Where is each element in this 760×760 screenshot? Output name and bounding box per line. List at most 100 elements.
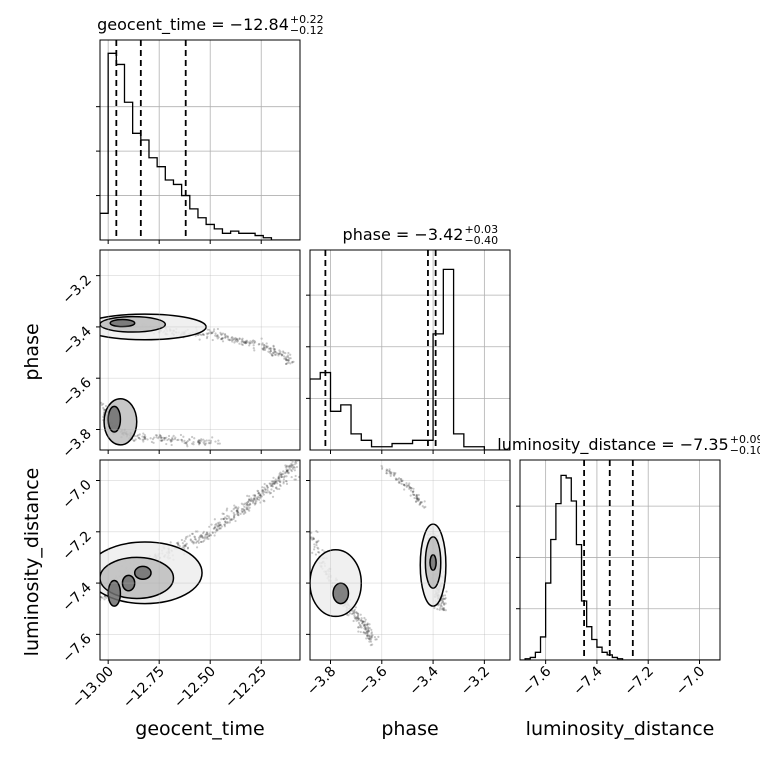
y-tick-label: −7.6 (59, 631, 94, 666)
sample-point (315, 540, 318, 543)
sample-point (214, 523, 217, 527)
sample-point (233, 516, 236, 519)
sample-point (214, 526, 217, 529)
sample-point (282, 480, 285, 483)
sample-point (100, 595, 103, 599)
sample-point (222, 517, 225, 520)
sample-point (290, 469, 293, 473)
sample-point (367, 629, 370, 632)
sample-point (263, 486, 266, 489)
sample-point (357, 612, 360, 615)
sample-point (141, 435, 144, 438)
sample-point (438, 608, 441, 611)
sample-point (265, 345, 268, 349)
sample-point (369, 644, 372, 647)
sample-point (277, 475, 280, 478)
sample-point (412, 487, 415, 490)
sample-point (226, 335, 230, 338)
sample-point (414, 500, 418, 503)
sample-point (269, 347, 272, 350)
sample-point (182, 544, 185, 547)
sample-point (433, 606, 436, 610)
sample-point (247, 498, 251, 502)
sample-point (403, 488, 406, 491)
sample-point (272, 481, 275, 484)
sample-point (357, 617, 360, 620)
title-upper-err: +0.09 (730, 433, 760, 446)
sample-point (133, 439, 136, 442)
axis-label-x-3: luminosity_distance (526, 718, 715, 740)
sample-point (440, 605, 443, 608)
sample-point (220, 337, 224, 341)
sample-point (205, 536, 209, 539)
sample-point (190, 435, 194, 439)
x-tick-label: −12.75 (120, 664, 168, 712)
sample-point (213, 534, 216, 537)
x-tick-label: −3.2 (458, 664, 493, 699)
sample-point (175, 542, 179, 545)
sample-point (441, 598, 444, 601)
sample-point (194, 334, 197, 337)
sample-point (143, 433, 146, 437)
title-errors: +0.09−0.10 (730, 433, 760, 457)
sample-point (417, 498, 420, 501)
sample-point (219, 527, 222, 530)
sample-point (240, 509, 243, 512)
sample-point (268, 490, 271, 493)
sample-point (348, 612, 352, 615)
sample-point (211, 338, 214, 342)
sample-point (177, 438, 180, 441)
sample-point (258, 494, 261, 497)
sample-point (208, 525, 211, 528)
sample-point (233, 513, 236, 516)
sample-point (265, 346, 268, 349)
sample-point (294, 478, 297, 481)
sample-point (413, 496, 416, 500)
sample-point (400, 482, 403, 485)
sample-point (291, 467, 295, 470)
sample-point (248, 498, 251, 502)
sample-point (312, 537, 315, 540)
sample-point (350, 612, 354, 615)
sample-point (232, 511, 235, 515)
sample-point (290, 464, 293, 467)
sample-point (291, 466, 294, 469)
sample-point (194, 541, 198, 544)
sample-point (235, 509, 239, 512)
title-name: luminosity_distance = −7.35 (497, 435, 728, 455)
sample-point (313, 543, 316, 546)
sample-point (177, 543, 180, 546)
sample-point (230, 338, 233, 342)
sample-point (363, 627, 366, 630)
sample-point (284, 466, 288, 469)
sample-point (265, 345, 268, 348)
sample-point (224, 336, 227, 339)
sample-point (360, 617, 363, 620)
sample-point (266, 486, 269, 489)
sample-point (243, 509, 246, 512)
sample-point (217, 524, 221, 528)
sample-point (371, 634, 374, 637)
sample-point (248, 509, 251, 512)
sample-point (185, 441, 188, 444)
sample-point (269, 350, 272, 353)
x-tick-label: −7.2 (622, 664, 657, 699)
sample-point (103, 598, 106, 601)
sample-point (352, 609, 356, 612)
sample-point (183, 546, 186, 549)
sample-point (236, 340, 239, 343)
sample-point (195, 540, 199, 543)
sample-point (269, 482, 272, 485)
sample-point (363, 624, 366, 628)
sample-point (214, 332, 217, 335)
sample-point (213, 526, 217, 529)
sample-point (200, 333, 203, 337)
sample-point (392, 474, 396, 477)
sample-point (254, 341, 257, 344)
sample-point (361, 620, 365, 623)
sample-point (249, 499, 253, 502)
sample-point (257, 343, 260, 346)
sample-point (104, 404, 108, 408)
sample-point (280, 473, 283, 477)
sample-point (188, 534, 191, 537)
